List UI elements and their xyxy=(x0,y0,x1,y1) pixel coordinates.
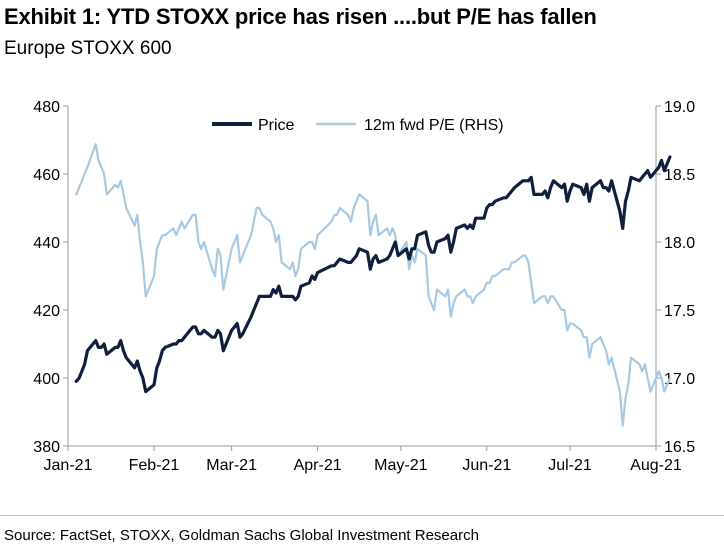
right-y-tick-label: 19.0 xyxy=(664,99,695,116)
x-tick-label: Apr-21 xyxy=(294,457,342,474)
x-tick-label: Feb-21 xyxy=(129,457,180,474)
pe-line xyxy=(75,143,671,427)
right-y-tick-label: 18.0 xyxy=(664,235,695,252)
left-y-tick-label: 380 xyxy=(33,439,60,456)
left-y-tick-label: 440 xyxy=(33,235,60,252)
line-chart: 380 400 420 440 460 480 16.5 17.0 17.5 18.0 18.5 19… xyxy=(33,99,695,474)
price-line xyxy=(74,155,672,394)
chart-subtitle: Europe STOXX 600 xyxy=(4,38,172,59)
legend-price-label: Price xyxy=(258,117,295,134)
series-lines xyxy=(74,143,672,427)
x-tick-label: Jun-21 xyxy=(462,457,511,474)
axes: 380 400 420 440 460 480 16.5 17.0 17.5 18.0 18.5 19… xyxy=(33,99,695,474)
x-tick-label: Jan-21 xyxy=(44,457,93,474)
left-y-tick-label: 460 xyxy=(33,167,60,184)
right-y-tick-label: 18.5 xyxy=(664,167,695,184)
legend-pe-label: 12m fwd P/E (RHS) xyxy=(364,117,504,134)
left-y-tick-label: 420 xyxy=(33,303,60,320)
source-note: Source: FactSet, STOXX, Goldman Sachs Gl… xyxy=(4,527,479,544)
x-tick-label: Jul-21 xyxy=(548,457,592,474)
left-y-tick-label: 480 xyxy=(33,99,60,116)
right-y-tick-label: 17.0 xyxy=(664,371,695,388)
footer-divider xyxy=(0,515,724,516)
left-y-tick-label: 400 xyxy=(33,371,60,388)
right-y-tick-label: 16.5 xyxy=(664,439,695,456)
right-y-tick-label: 17.5 xyxy=(664,303,695,320)
x-tick-label: May-21 xyxy=(374,457,427,474)
x-tick-label: Aug-21 xyxy=(630,457,682,474)
legend: Price 12m fwd P/E (RHS) xyxy=(212,117,504,134)
x-tick-label: Mar-21 xyxy=(206,457,257,474)
chart-title: Exhibit 1: YTD STOXX price has risen ...… xyxy=(4,4,597,29)
